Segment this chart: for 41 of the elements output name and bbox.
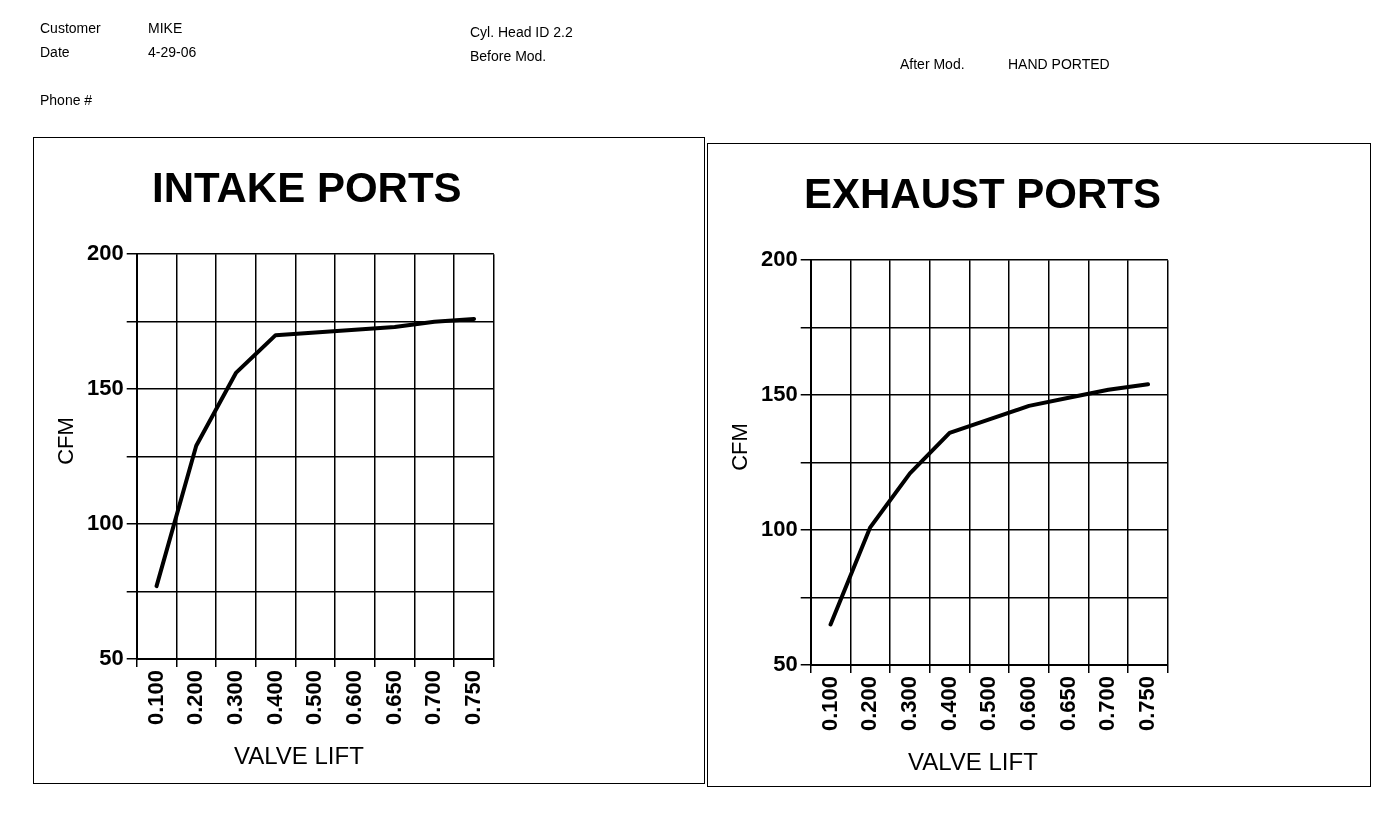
y-tick-label: 50 <box>773 651 798 677</box>
x-axis-title: VALVE LIFT <box>234 742 364 770</box>
text: Cyl. Head ID 2.2 <box>470 24 573 40</box>
text: Before Mod. <box>470 48 547 64</box>
y-tick-label: 50 <box>99 645 124 671</box>
y-tick-label: 150 <box>86 375 124 401</box>
text: 4-29-06 <box>148 44 197 60</box>
y-tick-label: 200 <box>86 240 124 266</box>
y-tick-label: 100 <box>86 510 124 536</box>
chart-title: INTAKE PORTS <box>152 164 462 212</box>
y-tick-label: 150 <box>760 381 798 407</box>
x-tick-label: 0.750 <box>1134 675 1160 732</box>
text: MIKE <box>148 20 183 36</box>
x-tick-label: 0.650 <box>1054 675 1080 732</box>
x-tick-label: 0.600 <box>341 669 367 726</box>
y-axis-title: CFM <box>727 422 753 473</box>
text: After Mod. <box>900 56 965 72</box>
text: Phone # <box>40 92 93 108</box>
text: Customer <box>40 20 101 36</box>
y-tick-label: 100 <box>760 516 798 542</box>
x-tick-label: 0.500 <box>301 669 327 726</box>
x-tick-label: 0.400 <box>261 669 287 726</box>
x-tick-label: 0.200 <box>856 675 882 732</box>
x-axis-title: VALVE LIFT <box>908 748 1038 776</box>
x-tick-label: 0.100 <box>816 675 842 732</box>
x-tick-label: 0.100 <box>142 669 168 726</box>
x-tick-label: 0.700 <box>1094 675 1120 732</box>
y-tick-label: 200 <box>760 246 798 272</box>
x-tick-label: 0.400 <box>935 675 961 732</box>
chart-title: EXHAUST PORTS <box>804 170 1162 218</box>
x-tick-label: 0.300 <box>895 675 921 732</box>
y-axis-title: CFM <box>53 416 79 467</box>
x-tick-label: 0.700 <box>420 669 446 726</box>
x-tick-label: 0.500 <box>975 675 1001 732</box>
x-tick-label: 0.300 <box>221 669 247 726</box>
text: HAND PORTED <box>1008 56 1110 72</box>
x-tick-label: 0.600 <box>1015 675 1041 732</box>
x-tick-label: 0.650 <box>380 669 406 726</box>
text: Date <box>40 44 70 60</box>
x-tick-label: 0.750 <box>460 669 486 726</box>
x-tick-label: 0.200 <box>182 669 208 726</box>
